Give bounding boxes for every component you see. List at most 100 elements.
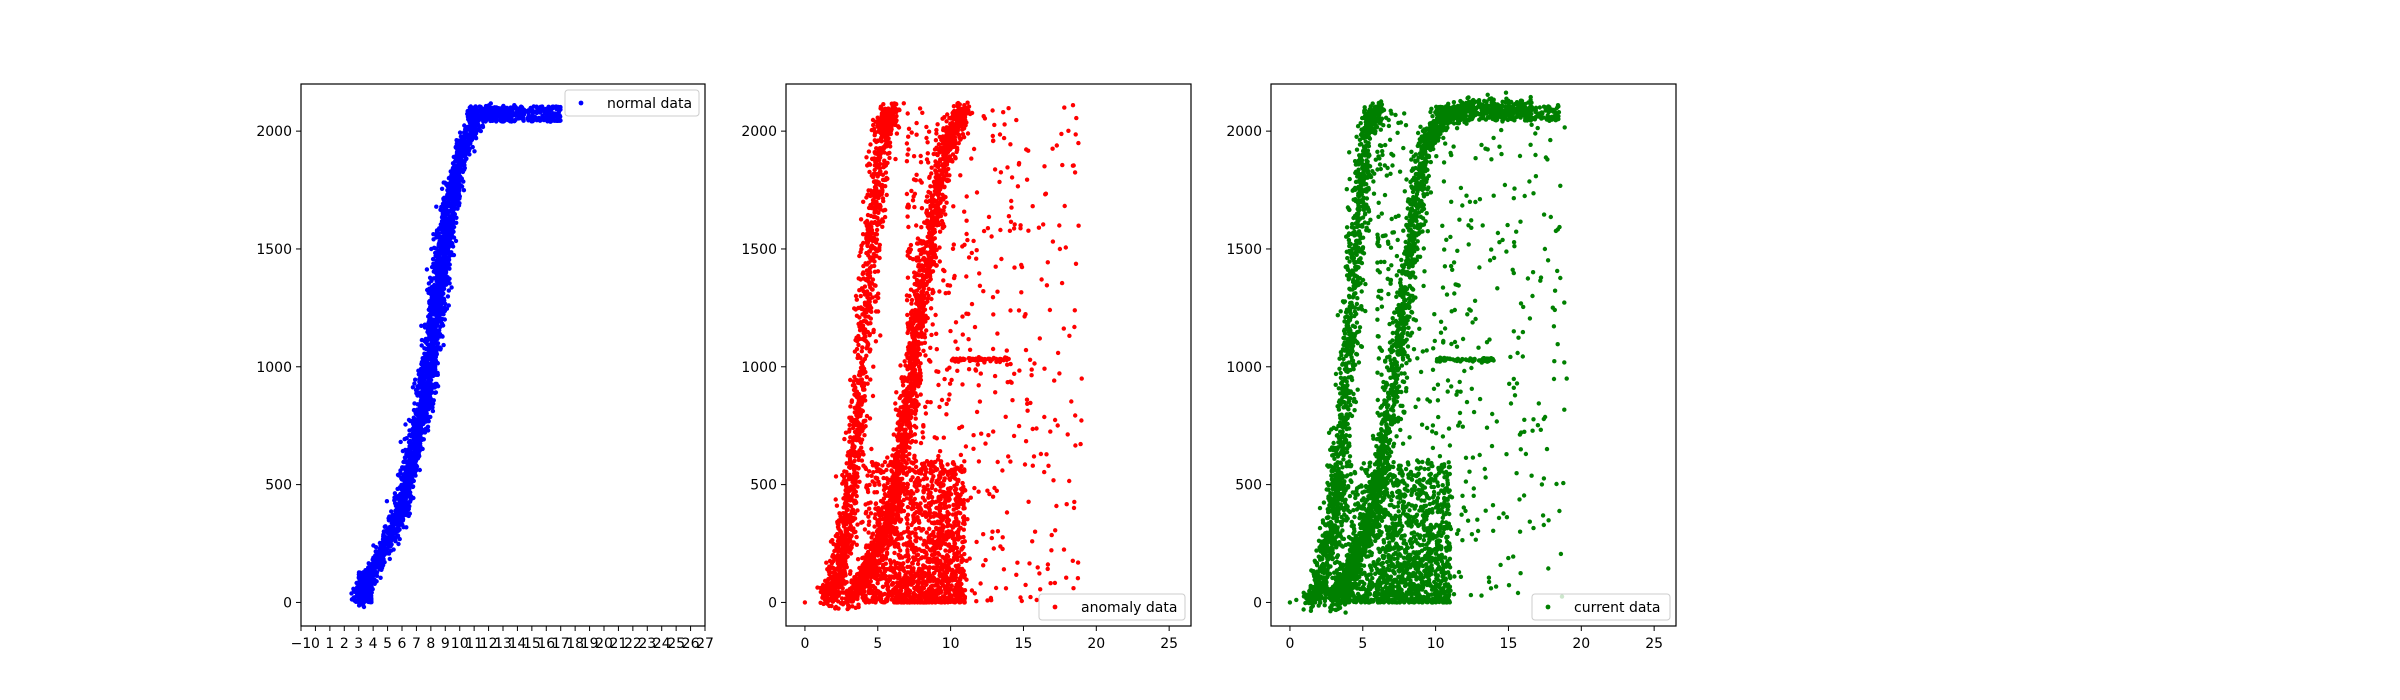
scatter-point	[426, 320, 431, 325]
scatter-point	[440, 201, 446, 206]
scatter-point	[406, 513, 411, 519]
scatter-point	[490, 112, 495, 117]
scatter-point	[868, 142, 873, 147]
scatter-point	[852, 458, 857, 464]
scatter-point	[852, 449, 858, 455]
scatter-point	[431, 237, 436, 242]
scatter-point	[451, 154, 456, 160]
scatter-point	[865, 278, 871, 283]
scatter-point	[847, 422, 852, 428]
scatter-point	[848, 404, 853, 409]
scatter-point	[467, 119, 472, 124]
scatter-point	[843, 526, 848, 532]
scatter-point	[852, 306, 857, 311]
scatter-point	[435, 372, 440, 377]
scatter-point	[429, 310, 434, 315]
scatter-point	[855, 403, 860, 408]
scatter-point	[872, 283, 877, 288]
scatter-point	[362, 585, 367, 590]
scatter-point	[861, 387, 866, 392]
scatter-point	[508, 111, 513, 117]
scatter-point	[867, 162, 873, 167]
x-tick-label: 5	[383, 636, 392, 652]
scatter-point	[875, 138, 881, 144]
scatter-point	[357, 570, 363, 575]
scatter-point	[852, 476, 857, 481]
scatter-point	[466, 148, 472, 153]
scatter-point	[425, 428, 431, 433]
x-tick-label: 18	[566, 636, 584, 652]
scatter-point	[432, 245, 437, 250]
scatter-point	[439, 186, 445, 191]
scatter-point	[864, 374, 869, 380]
scatter-point	[377, 564, 382, 569]
scatter-point	[440, 245, 446, 251]
scatter-point	[406, 474, 411, 479]
scatter-point	[840, 533, 846, 539]
scatter-point	[441, 312, 446, 317]
x-tick-label: 0	[311, 636, 320, 652]
legend: normal data	[564, 89, 700, 117]
scatter-point	[842, 514, 847, 519]
scatter-point	[462, 123, 467, 128]
x-tick-label: 15	[523, 636, 541, 652]
scatter-point	[849, 399, 854, 405]
scatter-point	[550, 104, 555, 109]
scatter-point	[357, 591, 362, 596]
scatter-point	[407, 486, 412, 492]
scatter-point	[455, 206, 460, 211]
scatter-point	[444, 221, 449, 226]
scatter-point	[403, 473, 408, 478]
scatter-point	[836, 538, 841, 543]
scatter-point	[413, 455, 418, 460]
scatter-point	[447, 253, 452, 259]
scatter-point	[879, 133, 885, 139]
scatter-point	[529, 107, 535, 113]
scatter-point	[403, 507, 408, 513]
scatter-point	[487, 105, 492, 110]
x-tick-label: 26	[682, 636, 700, 652]
scatter-point	[874, 232, 880, 237]
scatter-point	[856, 380, 862, 386]
scatter-point	[844, 469, 849, 475]
scatter-point	[409, 464, 414, 469]
scatter-point	[547, 105, 552, 110]
scatter-point	[880, 127, 885, 132]
scatter-point	[857, 479, 862, 484]
scatter-point	[424, 412, 429, 417]
scatter-point	[464, 139, 470, 144]
scatter-panel-normal: −1 0 1 2 3 4 5 6 7 8 9 1011121314151617181920212223…	[256, 83, 714, 652]
scatter-point	[419, 323, 424, 328]
scatter-point	[854, 542, 859, 547]
scatter-point	[441, 226, 446, 231]
scatter-point	[853, 293, 859, 299]
scatter-point	[428, 377, 433, 382]
scatter-point	[856, 466, 861, 471]
scatter-point	[901, 101, 906, 106]
scatter-point	[423, 384, 428, 390]
scatter-point	[384, 499, 390, 504]
scatter-point	[422, 322, 428, 327]
scatter-point	[875, 124, 880, 129]
scatter-point	[456, 152, 462, 157]
scatter-point	[378, 575, 383, 580]
scatter-point	[449, 228, 454, 233]
scatter-point	[855, 453, 861, 458]
scatter-point	[848, 377, 853, 383]
scatter-point	[363, 591, 368, 596]
scatter-point	[872, 167, 877, 173]
scatter-point	[947, 173, 952, 178]
scatter-point	[844, 532, 849, 537]
scatter-point	[510, 105, 515, 111]
scatter-point	[829, 565, 835, 570]
scatter-point	[866, 149, 872, 154]
scatter-point	[403, 469, 409, 474]
scatter-point	[873, 309, 879, 314]
scatter-point	[496, 107, 501, 113]
scatter-point	[416, 425, 421, 431]
scatter-point	[411, 450, 416, 455]
scatter-point	[823, 588, 828, 593]
scatter-point	[868, 292, 873, 297]
